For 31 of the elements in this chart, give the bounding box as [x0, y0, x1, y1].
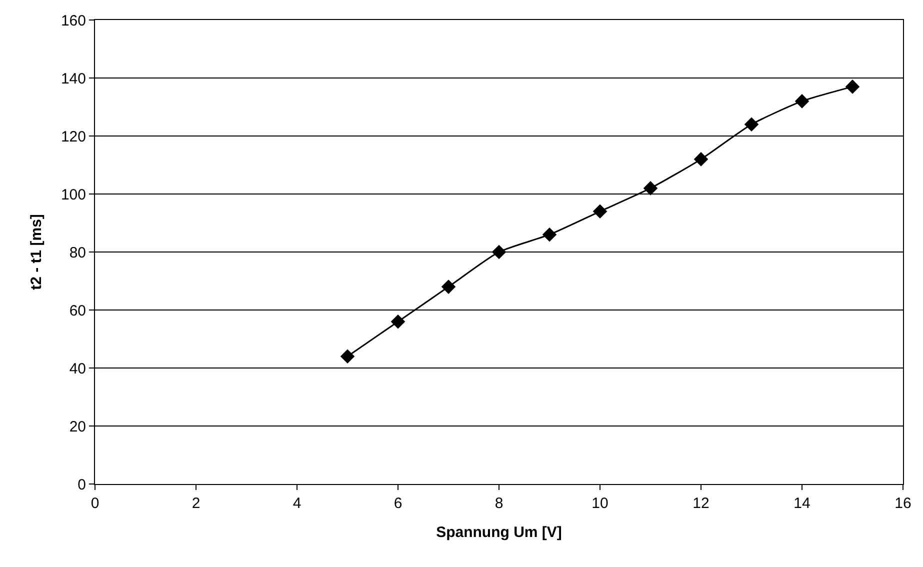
- y-tick-label: 60: [69, 302, 86, 320]
- y-tick-label: 0: [78, 476, 86, 494]
- y-tick-label: 80: [69, 244, 86, 262]
- y-tick-label: 20: [69, 418, 86, 436]
- point: [441, 280, 456, 294]
- point: [845, 80, 860, 94]
- x-tick-label: 8: [494, 495, 504, 512]
- x-tick-label: 12: [692, 495, 710, 512]
- y-tick-label: 40: [69, 360, 86, 378]
- x-tick-label: 10: [592, 495, 608, 512]
- x-tick-label: 14: [794, 495, 810, 512]
- x-tick-label: 6: [394, 495, 402, 512]
- y-axis-title: t2 - t1 [ms]: [28, 214, 46, 290]
- point: [794, 94, 810, 108]
- point: [340, 349, 355, 364]
- y-tick-label: 100: [60, 186, 86, 204]
- y-tick-label: 160: [60, 12, 86, 30]
- y-tick-label: 140: [60, 70, 86, 88]
- x-tick-label: 0: [90, 495, 100, 512]
- point: [542, 227, 557, 242]
- x-tick-label: 16: [894, 495, 912, 512]
- point: [694, 152, 708, 166]
- x-tick-label: 2: [192, 495, 200, 512]
- y-tick-label: 120: [60, 128, 86, 146]
- point: [643, 181, 658, 196]
- point: [592, 204, 608, 219]
- x-tick-label: 4: [292, 495, 302, 512]
- point: [492, 244, 506, 260]
- point: [744, 117, 759, 132]
- point: [390, 314, 406, 329]
- x-axis-title: Spannung Um [V]: [436, 524, 562, 541]
